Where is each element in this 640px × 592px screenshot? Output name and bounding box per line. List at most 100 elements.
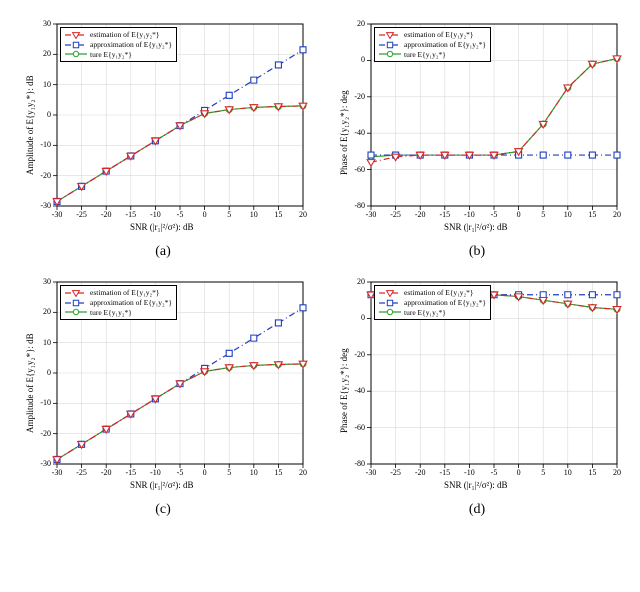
ytick-label: 20 <box>357 19 365 28</box>
xtick-label: -10 <box>147 210 163 219</box>
legend-label: estimation of E{y₁y₂*} <box>90 288 160 298</box>
legend-label: ture E{y₁y₂*} <box>90 50 132 60</box>
xtick-label: -5 <box>172 210 188 219</box>
xtick-label: -5 <box>486 210 502 219</box>
legend: estimation of E{y₁y₂*}approximation of E… <box>374 285 491 320</box>
legend: estimation of E{y₁y₂*}approximation of E… <box>60 285 177 320</box>
xtick-label: -30 <box>363 468 379 477</box>
xtick-label: 0 <box>197 210 213 219</box>
legend-label: approximation of E{y₁y₂*} <box>90 40 172 50</box>
xtick-label: -20 <box>98 468 114 477</box>
legend-row: ture E{y₁y₂*} <box>379 308 486 318</box>
legend-swatch-estimation <box>65 289 87 297</box>
legend-label: approximation of E{y₁y₂*} <box>404 40 486 50</box>
xlabel: SNR (|r₁|²/σ²): dB <box>130 222 194 232</box>
xtick-label: -30 <box>49 210 65 219</box>
xtick-label: -15 <box>123 210 139 219</box>
ylabel: Amplitude of E{y₁y₂*}: dB <box>25 333 35 433</box>
xtick-label: 20 <box>295 210 311 219</box>
xtick-label: 15 <box>270 468 286 477</box>
ytick-label: -10 <box>40 398 51 407</box>
legend-row: approximation of E{y₁y₂*} <box>65 298 172 308</box>
xtick-label: 5 <box>535 210 551 219</box>
legend-row: estimation of E{y₁y₂*} <box>65 288 172 298</box>
legend-label: approximation of E{y₁y₂*} <box>90 298 172 308</box>
xtick-label: -10 <box>461 210 477 219</box>
xtick-label: 20 <box>295 468 311 477</box>
legend-label: ture E{y₁y₂*} <box>404 308 446 318</box>
xtick-label: 20 <box>609 210 625 219</box>
xtick-label: 20 <box>609 468 625 477</box>
ytick-label: 10 <box>43 80 51 89</box>
ytick-label: -80 <box>354 459 365 468</box>
subplot-cell-c: -30-25-20-15-10-505101520-30-20-10010203… <box>10 268 316 518</box>
ytick-label: 0 <box>47 110 51 119</box>
legend-label: estimation of E{y₁y₂*} <box>404 288 474 298</box>
xlabel: SNR (|r₁|²/σ²): dB <box>444 480 508 490</box>
legend-swatch-estimation <box>379 31 401 39</box>
subplot-cell-b: -30-25-20-15-10-505101520-80-60-40-20020… <box>324 10 630 260</box>
legend-row: estimation of E{y₁y₂*} <box>65 30 172 40</box>
subplot-b: -30-25-20-15-10-505101520-80-60-40-20020… <box>327 10 627 240</box>
legend-label: approximation of E{y₁y₂*} <box>404 298 486 308</box>
ytick-label: -60 <box>354 423 365 432</box>
xtick-label: -5 <box>172 468 188 477</box>
legend-row: ture E{y₁y₂*} <box>65 50 172 60</box>
legend-swatch-approximation <box>65 299 87 307</box>
ytick-label: -80 <box>354 201 365 210</box>
caption-a: (a) <box>155 244 171 260</box>
legend-swatch-approximation <box>379 41 401 49</box>
legend-swatch-approximation <box>379 299 401 307</box>
xtick-label: 15 <box>584 210 600 219</box>
ytick-label: 20 <box>43 307 51 316</box>
legend-row: approximation of E{y₁y₂*} <box>65 40 172 50</box>
xtick-label: 15 <box>270 210 286 219</box>
ytick-label: -20 <box>40 429 51 438</box>
legend: estimation of E{y₁y₂*}approximation of E… <box>60 27 177 62</box>
ytick-label: 0 <box>361 313 365 322</box>
xtick-label: -20 <box>412 210 428 219</box>
xtick-label: 5 <box>221 210 237 219</box>
ytick-label: 20 <box>43 49 51 58</box>
legend-label: estimation of E{y₁y₂*} <box>90 30 160 40</box>
xtick-label: 10 <box>560 468 576 477</box>
legend-row: ture E{y₁y₂*} <box>379 50 486 60</box>
legend-swatch-approximation <box>65 41 87 49</box>
xtick-label: -25 <box>74 210 90 219</box>
legend-row: ture E{y₁y₂*} <box>65 308 172 318</box>
subplot-d: -30-25-20-15-10-505101520-80-60-40-20020… <box>327 268 627 498</box>
subplot-a: -30-25-20-15-10-505101520-30-20-10010203… <box>13 10 313 240</box>
caption-d: (d) <box>469 502 485 518</box>
subplot-cell-a: -30-25-20-15-10-505101520-30-20-10010203… <box>10 10 316 260</box>
xlabel: SNR (|r₁|²/σ²): dB <box>130 480 194 490</box>
legend-label: estimation of E{y₁y₂*} <box>404 30 474 40</box>
xtick-label: -5 <box>486 468 502 477</box>
legend-swatch-estimation <box>379 289 401 297</box>
xtick-label: -10 <box>147 468 163 477</box>
legend-row: approximation of E{y₁y₂*} <box>379 40 486 50</box>
xtick-label: 10 <box>246 210 262 219</box>
ytick-label: 0 <box>47 368 51 377</box>
legend: estimation of E{y₁y₂*}approximation of E… <box>374 27 491 62</box>
ytick-label: -30 <box>40 201 51 210</box>
xtick-label: -20 <box>412 468 428 477</box>
xtick-label: -30 <box>49 468 65 477</box>
ylabel: Amplitude of E{y₁y₂*}: dB <box>25 75 35 175</box>
xtick-label: -15 <box>437 210 453 219</box>
ytick-label: -20 <box>40 171 51 180</box>
legend-swatch-true <box>65 50 87 58</box>
caption-c: (c) <box>155 502 171 518</box>
xtick-label: 5 <box>221 468 237 477</box>
legend-row: estimation of E{y₁y₂*} <box>379 288 486 298</box>
legend-label: ture E{y₁y₂*} <box>404 50 446 60</box>
legend-swatch-true <box>65 308 87 316</box>
xtick-label: -10 <box>461 468 477 477</box>
xtick-label: -15 <box>437 468 453 477</box>
ytick-label: 20 <box>357 277 365 286</box>
ytick-label: -20 <box>354 92 365 101</box>
subplot-cell-d: -30-25-20-15-10-505101520-80-60-40-20020… <box>324 268 630 518</box>
xtick-label: -25 <box>74 468 90 477</box>
ytick-label: 30 <box>43 277 51 286</box>
xtick-label: -15 <box>123 468 139 477</box>
xtick-label: 0 <box>511 210 527 219</box>
